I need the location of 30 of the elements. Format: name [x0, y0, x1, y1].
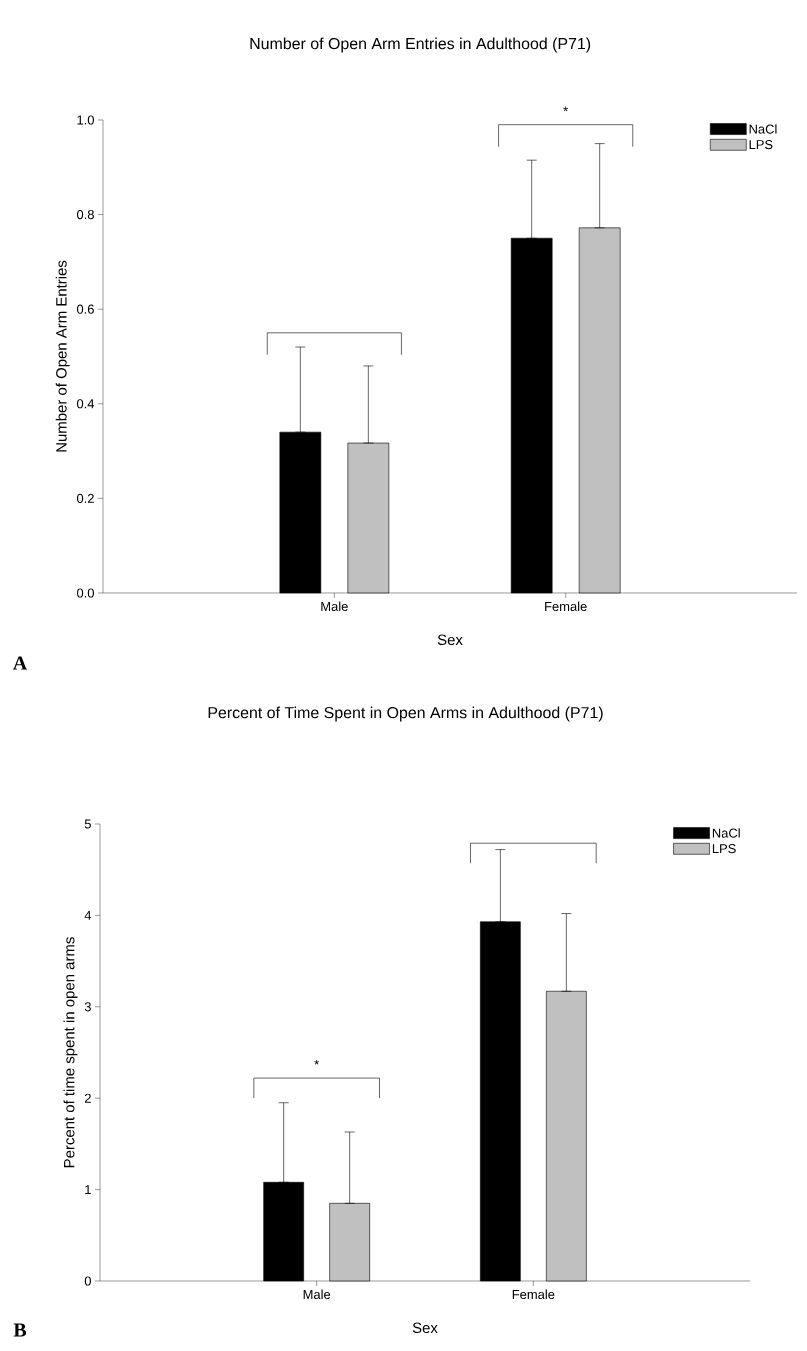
y-tick-label: 0.6: [76, 304, 94, 314]
y-tick-label: 0: [84, 1276, 91, 1286]
y-tick-label: 5: [84, 819, 91, 829]
y-tick-label: 3: [84, 1002, 91, 1012]
annotation: *: [314, 1059, 319, 1065]
y-tick-label: 0.8: [76, 209, 94, 220]
legend-label: LPS: [749, 140, 773, 150]
chart-title: Number of Open Arm Entries in Adulthood (P71): [250, 37, 591, 53]
legend-label: NaCl: [749, 124, 777, 134]
x-axis-title: Sex: [437, 634, 463, 646]
y-tick-label: 4: [84, 910, 92, 920]
x-axis-title: Sex: [412, 1322, 438, 1334]
text: A: [12, 656, 28, 670]
y-axis-title: Number of Open Arm Entries: [55, 260, 70, 452]
legend-label: NaCl: [712, 828, 740, 838]
y-tick-label: 1.0: [77, 115, 94, 125]
x-tick-label: Male: [321, 601, 348, 612]
y-tick-label: 0.4: [76, 399, 95, 409]
text: *: [563, 106, 568, 112]
y-tick-label: 0.0: [76, 588, 94, 598]
x-tick-label: Female: [545, 601, 587, 612]
x-tick-label: Male: [303, 1289, 331, 1300]
x-tick-label: Female: [512, 1289, 555, 1300]
y-tick-label: 1: [85, 1185, 91, 1195]
chart-title: Percent of Time Spent in Open Arms in Adulthood (P71): [208, 706, 603, 722]
y-axis-title: Percent of time spent in open arms: [63, 937, 78, 1168]
y-tick-label: 0.2: [76, 493, 94, 503]
text: B: [13, 1323, 27, 1337]
y-tick-label: 2: [84, 1093, 91, 1103]
legend-label: LPS: [712, 844, 736, 854]
